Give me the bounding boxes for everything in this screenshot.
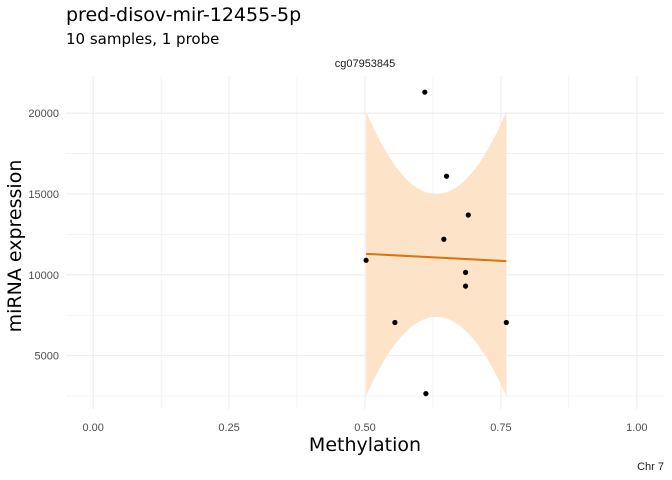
- x-tick-label: 0.25: [218, 422, 239, 434]
- y-tick-label: 5000: [35, 351, 59, 363]
- chart-subtitle: 10 samples, 1 probe: [66, 30, 219, 48]
- confidence-band-layer: [366, 111, 507, 397]
- data-point: [422, 89, 428, 95]
- confidence-band: [366, 111, 507, 397]
- fit-line-layer: [366, 252, 507, 263]
- data-point: [392, 319, 398, 326]
- x-axis-label: Methylation: [309, 434, 421, 456]
- facet-label: cg07953845: [335, 58, 396, 70]
- regression-line: [366, 252, 507, 263]
- x-axis-ticks: 0.00 0.25 0.50 0.75 1.00: [82, 422, 647, 434]
- y-tick-label: 10000: [28, 270, 59, 282]
- data-point: [462, 269, 469, 276]
- y-tick-label: 20000: [28, 108, 59, 120]
- x-tick-label: 0.00: [82, 422, 103, 434]
- data-points: [363, 89, 509, 397]
- chart-caption: Chr 7: [637, 461, 664, 473]
- data-point: [462, 283, 469, 289]
- x-tick-label: 0.50: [354, 422, 375, 434]
- data-point: [465, 212, 471, 218]
- x-tick-label: 1.00: [626, 422, 647, 434]
- chart-title: pred-disov-mir-12455-5p: [66, 4, 301, 26]
- data-point: [441, 236, 447, 242]
- data-point: [363, 257, 369, 263]
- y-tick-label: 15000: [28, 189, 59, 201]
- y-axis-label: miRNA expression: [4, 160, 26, 333]
- grid-lines: [66, 76, 664, 409]
- data-point: [443, 173, 450, 179]
- data-point: [503, 319, 509, 326]
- x-tick-label: 0.75: [490, 422, 511, 434]
- y-axis-ticks: 5000 10000 15000 20000: [28, 108, 59, 362]
- data-point: [423, 391, 429, 397]
